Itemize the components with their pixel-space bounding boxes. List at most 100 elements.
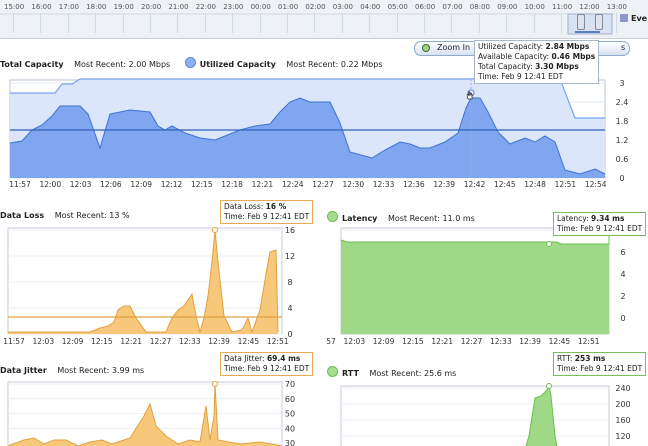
timeline-ticks: 15:00 16:00 17:00 18:00 19:00 20:00 21:00 22:00… bbox=[0, 0, 627, 34]
capacity-x-tick: 12:00 bbox=[39, 180, 61, 188]
latency-x-tick: 12:27 bbox=[461, 337, 483, 346]
latency-y-tick: 0 bbox=[620, 314, 625, 323]
data-loss-chart[interactable]: 16 12 8 4 0 11:57 12:03 12:09 12:15 12:21 12:27 12:… bbox=[0, 222, 300, 356]
rtt-line bbox=[525, 384, 558, 446]
timeline-tick-label: 19:00 bbox=[113, 3, 134, 11]
tip-rtt-value: 253 ms bbox=[574, 354, 606, 363]
events-legend[interactable]: Eve bbox=[620, 14, 647, 23]
legend-total-capacity[interactable]: Total Capacity bbox=[0, 60, 64, 69]
data-loss-x-tick: 12:27 bbox=[150, 337, 172, 346]
data-jitter-y-tick: 60 bbox=[285, 395, 295, 404]
data-jitter-hover-point bbox=[212, 381, 218, 387]
capacity-x-tick: 12:30 bbox=[342, 180, 364, 188]
timeline-tick-label: 13:00 bbox=[606, 3, 627, 11]
legend-utilized-capacity[interactable]: Utilized Capacity bbox=[199, 60, 276, 69]
timeline-tick-line bbox=[67, 13, 69, 33]
rtt-title: RTT bbox=[342, 369, 359, 378]
capacity-x-tick: 12:09 bbox=[130, 180, 152, 188]
tip-utilized-value: 2.84 Mbps bbox=[545, 42, 590, 51]
latency-dot-icon bbox=[327, 211, 338, 222]
timeline-tick-line bbox=[150, 13, 151, 33]
data-loss-header: Data Loss Most Recent: 13 % bbox=[0, 211, 130, 220]
latency-area bbox=[341, 236, 609, 334]
capacity-x-tick: 12:42 bbox=[464, 180, 486, 188]
capacity-y-tick: 0 bbox=[619, 174, 624, 183]
utilized-dot-icon bbox=[184, 57, 196, 68]
tip-jitter-time: Time: Feb 9 12:41 EDT bbox=[224, 364, 310, 373]
data-loss-x-tick: 11:57 bbox=[3, 337, 25, 346]
timeline-tick-label: 18:00 bbox=[86, 3, 107, 11]
timeline-tick-line bbox=[40, 13, 42, 33]
data-loss-hover-point bbox=[212, 227, 218, 233]
latency-tooltip: Latency: 9.34 ms Time: Feb 9 12:41 EDT bbox=[553, 212, 647, 236]
rtt-chart[interactable]: 240 200 160 120 bbox=[327, 376, 648, 446]
timeline-tick-label: 02:00 bbox=[305, 3, 326, 11]
latency-x-tick: 12:21 bbox=[431, 337, 453, 346]
timeline-tick-line bbox=[369, 13, 371, 33]
data-loss-y-tick: 4 bbox=[287, 304, 292, 313]
data-loss-x-tick: 12:45 bbox=[238, 337, 260, 346]
timeline-tick-line bbox=[122, 13, 124, 33]
timeline-track bbox=[0, 13, 615, 35]
rtt-hover-point bbox=[546, 383, 552, 389]
capacity-x-tick: 12:54 bbox=[585, 180, 607, 188]
timeline-tick-line bbox=[561, 13, 562, 33]
events-legend-label: Eve bbox=[631, 14, 648, 23]
capacity-legend: Total Capacity Most Recent: 2.00 Mbps Ut… bbox=[0, 57, 383, 69]
tip-utilized-label: Utilized Capacity: bbox=[478, 42, 544, 51]
timeline-navigator[interactable]: 15:00 16:00 17:00 18:00 19:00 20:00 21:00 22:00… bbox=[0, 0, 648, 39]
data-loss-x-tick: 12:03 bbox=[32, 337, 54, 346]
rtt-y-tick: 200 bbox=[615, 400, 630, 409]
capacity-tooltip: Utilized Capacity: 2.84 Mbps Available C… bbox=[474, 40, 600, 84]
timeline-tick-label: 11:00 bbox=[552, 3, 573, 11]
latency-chart[interactable]: 8642011:5712:0312:0912:1512:2112:2712:33… bbox=[327, 222, 648, 356]
timeline-tick-label: 09:00 bbox=[497, 3, 518, 11]
capacity-x-tick: 11:57 bbox=[9, 180, 31, 188]
timeline-tick-line bbox=[533, 13, 535, 33]
capacity-y-tick: 1.2 bbox=[616, 136, 629, 145]
magnifier-icon bbox=[422, 44, 430, 52]
rtt-plot-area bbox=[340, 385, 610, 446]
capacity-y-tick: 1.8 bbox=[616, 117, 629, 126]
timeline-tick-label: 10:00 bbox=[524, 3, 545, 11]
capacity-chart[interactable]: 3 2.4 1.8 1.2 0.6 0 11:57 12:00 12:03 12:06 12:09 1… bbox=[0, 68, 648, 188]
data-jitter-line bbox=[7, 383, 283, 446]
data-jitter-y-tick: 50 bbox=[285, 410, 295, 419]
capacity-y-tick: 0.6 bbox=[616, 155, 629, 164]
utilized-capacity-line bbox=[9, 97, 606, 175]
data-jitter-chart[interactable]: 70 60 50 40 30 bbox=[0, 376, 300, 446]
tip-available-value: 0.46 Mbps bbox=[551, 52, 596, 61]
latency-y-tick: 6 bbox=[620, 248, 625, 257]
latency-x-tick: 12:15 bbox=[402, 337, 424, 346]
timeline-tick-line bbox=[204, 13, 206, 33]
latency-x-tick: 12:09 bbox=[373, 337, 395, 346]
timeline-tick-label: 21:00 bbox=[168, 3, 189, 11]
timeline-tick-label: 03:00 bbox=[332, 3, 353, 11]
latency-title: Latency bbox=[342, 214, 378, 223]
latency-hover-point bbox=[546, 241, 552, 247]
tip-jitter-value: 69.4 ms bbox=[266, 354, 301, 363]
range-handle-left[interactable] bbox=[577, 14, 585, 30]
timeline-tick-label: 15:00 bbox=[4, 3, 25, 11]
range-handle-right[interactable] bbox=[595, 14, 603, 30]
timeline-tick-line bbox=[287, 13, 288, 33]
data-jitter-y-tick: 70 bbox=[285, 380, 295, 389]
capacity-x-tick: 12:21 bbox=[252, 180, 274, 188]
timeline-tick-label: 08:00 bbox=[469, 3, 490, 11]
capacity-x-tick: 12:36 bbox=[403, 180, 425, 188]
tip-latency-label: Latency: bbox=[557, 214, 589, 223]
data-loss-recent: Most Recent: 13 % bbox=[54, 211, 130, 220]
timeline-tick-label: 22:00 bbox=[195, 3, 216, 11]
tip-latency-value: 9.34 ms bbox=[591, 214, 625, 223]
rtt-area bbox=[526, 386, 557, 446]
data-loss-plot-area bbox=[7, 227, 283, 335]
data-loss-y-tick: 8 bbox=[287, 278, 292, 287]
data-loss-y-tick: 12 bbox=[285, 252, 295, 261]
timeline-tick-line bbox=[341, 13, 343, 33]
latency-x-tick: 11:57 bbox=[327, 337, 336, 346]
timeline-tick-label: 01:00 bbox=[278, 3, 299, 11]
zoom-in-label: Zoom In bbox=[437, 43, 471, 52]
timeline-tick-line bbox=[506, 13, 508, 33]
timeline-tick-line bbox=[13, 13, 14, 33]
tip-total-label: Total Capacity: bbox=[478, 62, 533, 71]
